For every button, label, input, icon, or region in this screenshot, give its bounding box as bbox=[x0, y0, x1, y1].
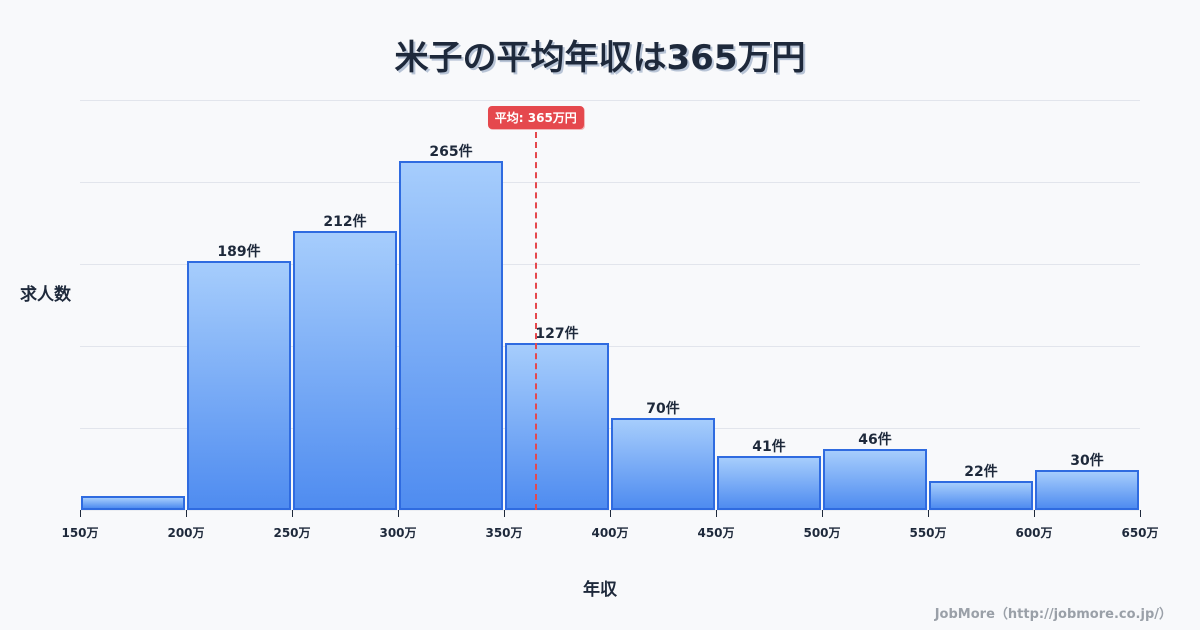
x-tick bbox=[186, 510, 187, 517]
histogram-bar bbox=[717, 456, 821, 510]
chart-title: 米子の平均年収は365万円 bbox=[394, 38, 806, 78]
credit-text: JobMore（http://jobmore.co.jp/） bbox=[934, 607, 1172, 622]
gridline bbox=[80, 428, 1140, 429]
mean-line bbox=[534, 132, 537, 510]
histogram-bar bbox=[823, 449, 927, 510]
x-tick-label: 250万 bbox=[273, 526, 311, 540]
x-tick bbox=[610, 510, 611, 517]
gridline bbox=[80, 264, 1140, 265]
x-axis-label: 年収 bbox=[583, 580, 617, 600]
x-tick bbox=[80, 510, 81, 517]
histogram-bar bbox=[399, 161, 503, 510]
mean-badge: 平均: 365万円 bbox=[487, 106, 584, 129]
bar-value-label: 70件 bbox=[646, 401, 680, 417]
histogram-bar bbox=[1035, 470, 1139, 510]
x-tick bbox=[928, 510, 929, 517]
x-tick-label: 350万 bbox=[485, 526, 523, 540]
x-tick-label: 400万 bbox=[591, 526, 629, 540]
bar-value-label: 46件 bbox=[858, 432, 892, 448]
x-tick bbox=[398, 510, 399, 517]
bar-value-label: 22件 bbox=[964, 464, 998, 480]
histogram-bar bbox=[293, 231, 397, 510]
x-tick-label: 650万 bbox=[1121, 526, 1159, 540]
x-tick-label: 600万 bbox=[1015, 526, 1053, 540]
x-tick-label: 150万 bbox=[61, 526, 99, 540]
x-tick bbox=[292, 510, 293, 517]
x-tick bbox=[716, 510, 717, 517]
x-tick-label: 200万 bbox=[167, 526, 205, 540]
histogram-bar bbox=[929, 481, 1033, 510]
bar-value-label: 189件 bbox=[217, 244, 261, 260]
histogram-bar bbox=[505, 343, 609, 510]
y-axis-label: 求人数 bbox=[20, 285, 71, 305]
x-tick bbox=[822, 510, 823, 517]
gridline bbox=[80, 100, 1140, 101]
plot-area: 189件 212件 265件 127件 70件 41件 46件 22件 30件 bbox=[80, 100, 1140, 511]
x-tick-label: 550万 bbox=[909, 526, 947, 540]
x-tick bbox=[1140, 510, 1141, 517]
x-tick-label: 450万 bbox=[697, 526, 735, 540]
bar-value-label: 127件 bbox=[535, 326, 579, 342]
histogram-bar bbox=[81, 496, 185, 510]
bar-value-label: 212件 bbox=[323, 214, 367, 230]
x-tick-label: 300万 bbox=[379, 526, 417, 540]
x-tick bbox=[504, 510, 505, 517]
histogram-bar bbox=[187, 261, 291, 510]
gridline bbox=[80, 182, 1140, 183]
bar-value-label: 265件 bbox=[429, 144, 473, 160]
bar-value-label: 30件 bbox=[1070, 453, 1104, 469]
x-tick-label: 500万 bbox=[803, 526, 841, 540]
gridline bbox=[80, 346, 1140, 347]
histogram-bar bbox=[611, 418, 715, 510]
x-tick bbox=[1034, 510, 1035, 517]
bar-value-label: 41件 bbox=[752, 439, 786, 455]
